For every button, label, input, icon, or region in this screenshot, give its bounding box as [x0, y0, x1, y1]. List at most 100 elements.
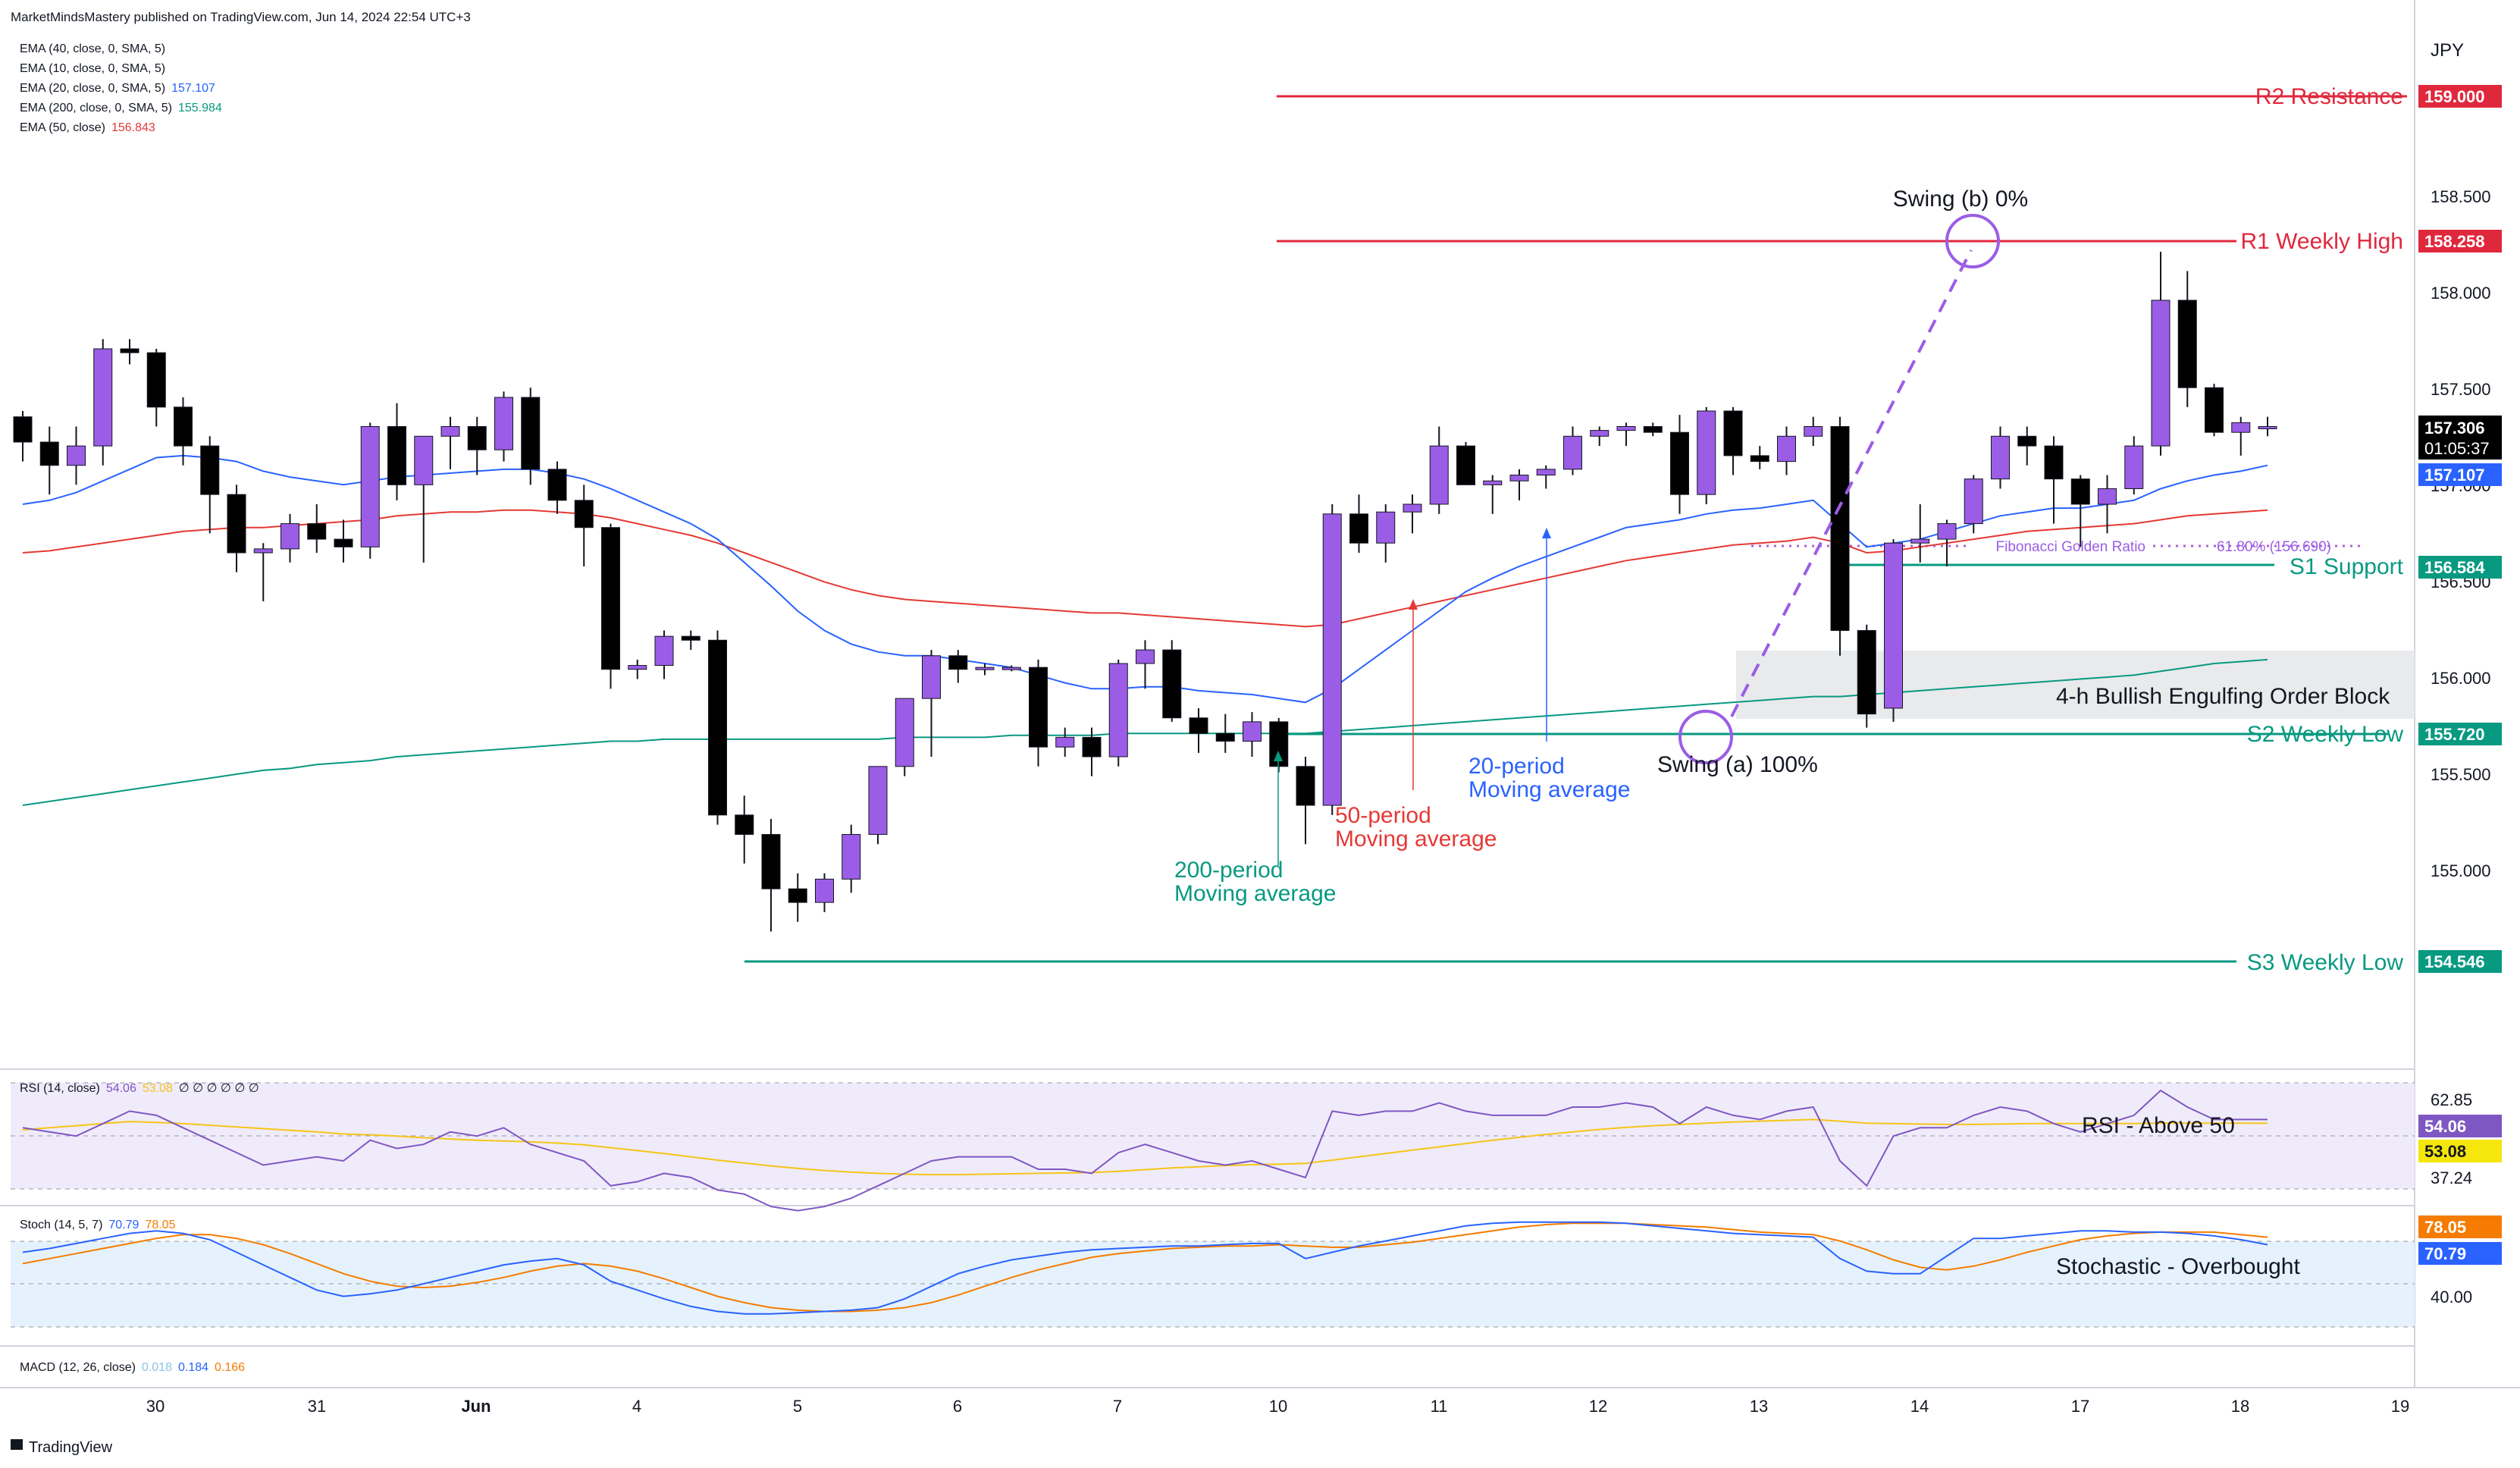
bearish-candle [1296, 766, 1315, 806]
tradingview-brand: TradingView [29, 1439, 113, 1456]
swing-a-circle [1678, 710, 1733, 764]
r1-price-badge [2418, 230, 2502, 253]
bearish-candle [1643, 425, 1663, 433]
rsi-value-badge-text: 54.06 [2424, 1117, 2466, 1136]
ma50-label-line1: 50-period [1335, 803, 1431, 828]
bullish-candle [1590, 430, 1609, 437]
bearish-candle [948, 655, 968, 670]
currency-label: JPY [2431, 40, 2464, 61]
bullish-candle [842, 833, 861, 880]
bearish-candle [1456, 445, 1475, 485]
bearish-candle [307, 523, 327, 540]
ma200-pointer-head [1274, 751, 1283, 761]
stoch-k-line [22, 1221, 2268, 1315]
bullish-candle [654, 635, 674, 667]
ma20-label-line2: Moving average [1468, 777, 1630, 802]
rsi-legend-dots: ∅ ∅ ∅ ∅ ∅ ∅ [179, 1082, 259, 1095]
time-tick: 5 [793, 1397, 802, 1416]
s2-label: S2 Weekly Low [2247, 722, 2404, 747]
bullish-candle [2098, 488, 2117, 505]
svg-text:EMA (50, close)156.843: EMA (50, close) 156.843 [20, 121, 155, 134]
bearish-candle [708, 639, 727, 816]
svg-text:EMA (40, close, 0, SMA, 5): EMA (40, close, 0, SMA, 5) [20, 42, 165, 55]
bearish-candle [467, 425, 487, 450]
fib-value: 61.80% (156.690) [2217, 539, 2331, 555]
legend-ema200-value: 155.984 [178, 102, 222, 114]
stoch-k-badge [2418, 1242, 2502, 1265]
swing-a-label: Swing (a) 100% [1657, 752, 1818, 777]
rsi-line [22, 1089, 2268, 1212]
current-price-text: 157.306 [2424, 419, 2485, 438]
r2-label: R2 Resistance [2255, 84, 2403, 109]
rsi-legend-value: 54.06 [106, 1082, 136, 1095]
bullish-candle [67, 445, 86, 466]
bullish-candle [1403, 503, 1422, 513]
bearish-candle [2177, 300, 2197, 388]
s2-price-badge-text: 155.720 [2424, 725, 2485, 744]
r1-price-badge-text: 158.258 [2424, 232, 2485, 251]
s3-price-badge-text: 154.546 [2424, 952, 2485, 971]
fib-ratio-label: Fibonacci Golden Ratio [1996, 539, 2146, 555]
bar-countdown-text: 01:05:37 [2424, 439, 2490, 458]
bullish-candle [1429, 445, 1449, 505]
bearish-candle [2205, 387, 2224, 433]
bullish-candle [1376, 511, 1396, 544]
s3-label: S3 Weekly Low [2247, 950, 2404, 975]
bullish-candle [2151, 300, 2171, 447]
time-tick: Jun [461, 1397, 491, 1416]
bullish-candle [1777, 435, 1796, 463]
stoch-d-badge-text: 78.05 [2424, 1218, 2466, 1237]
ma20-pointer-head [1542, 528, 1551, 538]
swing-b-label: Swing (b) 0% [1893, 187, 2028, 212]
time-tick: 17 [2071, 1397, 2089, 1416]
bearish-candle [2070, 478, 2090, 505]
bearish-candle [521, 397, 541, 470]
bullish-candle [1616, 425, 1636, 431]
bearish-candle [1162, 649, 1182, 719]
bullish-candle [868, 766, 888, 835]
bearish-candle [1082, 736, 1102, 758]
r1-label: R1 Weekly High [2240, 229, 2403, 254]
rsi-legend: RSI (14, close) 54.06 53.08 ∅ ∅ ∅ ∅ ∅ ∅ [20, 1082, 259, 1095]
ma200-label-line1: 200-period [1174, 858, 1283, 883]
bullish-candle [414, 435, 434, 485]
bearish-candle [547, 469, 567, 501]
price-axis: 158.500 158.000 157.500 157.000 156.500 … [2431, 187, 2491, 880]
macd-legend-macd: 0.184 [178, 1361, 208, 1374]
bearish-candle [120, 348, 139, 353]
bullish-candle [494, 397, 513, 450]
bearish-candle [1215, 732, 1235, 742]
bearish-candle [200, 445, 220, 495]
fib-label: Fibonacci Golden Ratio [1996, 539, 2146, 555]
macd-legend: MACD (12, 26, close) 0.018 0.184 0.166 [20, 1361, 245, 1374]
rsi-signal-badge-text: 53.08 [2424, 1142, 2466, 1161]
ma20-label-line1: 20-period [1468, 754, 1565, 779]
rsi-ma-line [22, 1118, 2268, 1176]
bullish-candle [253, 548, 273, 554]
legend-ema40-label: EMA (40, close, 0, SMA, 5) [20, 42, 165, 55]
bullish-candle [975, 667, 995, 670]
bullish-candle [1991, 435, 2010, 480]
stoch-d-badge [2418, 1215, 2502, 1238]
time-tick: 7 [1113, 1397, 1122, 1416]
publisher-text: MarketMindsMastery published on TradingV… [11, 10, 471, 24]
bullish-candle [1483, 480, 1503, 485]
legend-ema200-label: EMA (200, close, 0, SMA, 5) [20, 102, 172, 114]
bullish-candle [895, 698, 914, 767]
bullish-candle [1001, 667, 1021, 670]
bearish-candle [1349, 513, 1368, 544]
rsi-annotation: RSI - Above 50 [2082, 1113, 2235, 1138]
bullish-candle [440, 425, 460, 437]
bullish-candle [1910, 538, 1930, 544]
ma50-label-line2: Moving average [1335, 827, 1497, 852]
bearish-candle [788, 888, 807, 903]
rsi-signal-badge [2418, 1140, 2502, 1162]
bearish-candle [146, 352, 166, 408]
time-tick: 11 [1431, 1397, 1448, 1416]
rsi-axis-low: 37.24 [2431, 1168, 2472, 1187]
bearish-candle [1830, 425, 1850, 631]
bearish-candle [1029, 667, 1048, 748]
bullish-candle [628, 665, 647, 670]
legend-ema50-label: EMA (50, close) [20, 121, 105, 134]
